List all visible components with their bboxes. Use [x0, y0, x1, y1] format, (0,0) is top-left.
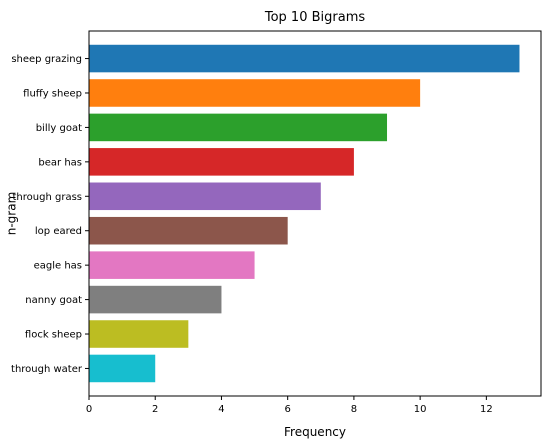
y-axis-ticks: sheep grazing fluffy sheep billy goat bear … [11, 54, 89, 375]
x-tick-label: 2 [152, 404, 158, 415]
x-tick-label: 6 [284, 404, 290, 415]
bar-through-water [89, 354, 156, 383]
chart-title: Top 10 Bigrams [264, 10, 366, 25]
x-tick-label: 4 [218, 404, 224, 415]
y-tick-label: billy goat [36, 123, 82, 134]
y-tick-label: flock sheep [25, 330, 82, 341]
y-tick-label: bear has [38, 157, 82, 168]
plot-frame [88, 30, 542, 397]
x-axis-title: Frequency [284, 425, 346, 439]
bar-eagle-has [89, 251, 255, 279]
y-tick-label: fluffy sheep [23, 88, 82, 99]
bar-billy-goat [89, 113, 388, 142]
y-tick-label: eagle has [34, 261, 82, 272]
bar-flock-sheep [89, 320, 189, 348]
x-tick-label: 8 [351, 404, 357, 415]
x-axis-ticks: 0 2 4 6 8 10 12 [86, 396, 493, 415]
y-tick-label: lop eared [35, 226, 82, 237]
x-tick-label: 0 [86, 404, 92, 415]
bars-layer [89, 44, 520, 383]
y-axis-title: n-gram [5, 192, 19, 236]
bar-lop-eared [89, 216, 288, 245]
y-tick-label: through water [11, 364, 83, 375]
x-tick-label: 10 [414, 404, 427, 415]
x-tick-label: 12 [480, 404, 493, 415]
y-tick-label: sheep grazing [11, 54, 82, 65]
bar-nanny-goat [89, 285, 222, 314]
bar-sheep-grazing [89, 44, 520, 73]
y-tick-label: nanny goat [25, 295, 82, 306]
bar-through-grass [89, 182, 321, 211]
bar-bear-has [89, 148, 354, 176]
bar-fluffy-sheep [89, 79, 421, 107]
y-tick-label: through grass [13, 192, 82, 203]
